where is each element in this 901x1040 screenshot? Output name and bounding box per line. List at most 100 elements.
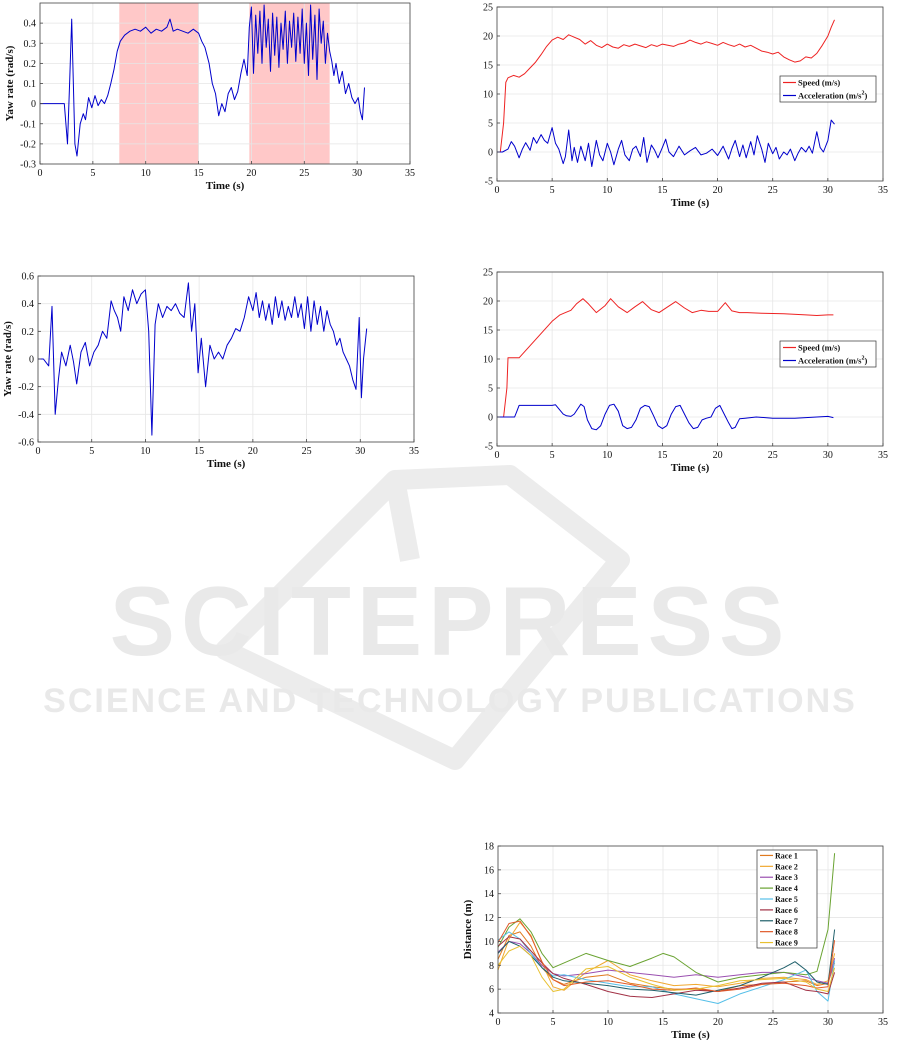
- y-tick-label: 0.6: [22, 272, 35, 283]
- y-tick-label: 0.1: [24, 79, 37, 90]
- legend-label: Race 7: [775, 917, 798, 926]
- x-tick-label: 35: [878, 185, 888, 196]
- legend-label: Race 6: [775, 906, 798, 915]
- y-tick-label: 12: [484, 913, 494, 924]
- x-tick-label: 15: [194, 446, 204, 457]
- y-tick-label: 20: [483, 32, 493, 43]
- y-tick-label: -0.3: [20, 160, 36, 171]
- x-tick-label: 35: [878, 450, 888, 461]
- series-line-acceleration-m-s-: [497, 119, 835, 167]
- legend-label: Race 5: [775, 895, 798, 904]
- x-tick-label: 30: [823, 450, 833, 461]
- x-tick-label: 25: [768, 185, 778, 196]
- x-tick-label: 30: [355, 446, 365, 457]
- y-tick-label: 0: [31, 99, 36, 110]
- x-tick-label: 25: [302, 446, 312, 457]
- y-tick-label: -0.2: [20, 139, 36, 150]
- x-tick-label: 5: [551, 1017, 556, 1028]
- y-tick-label: 25: [483, 3, 493, 14]
- x-tick-label: 0: [38, 168, 43, 179]
- legend-label: Speed (m/s): [798, 343, 840, 353]
- x-tick-label: 10: [603, 1017, 613, 1028]
- x-tick-label: 10: [141, 168, 151, 179]
- y-tick-label: 15: [483, 326, 493, 337]
- legend-label: Acceleration (m/s2): [798, 356, 868, 366]
- y-tick-label: 6: [489, 985, 494, 996]
- y-tick-label: 10: [483, 355, 493, 366]
- y-tick-label: 18: [484, 842, 494, 853]
- y-tick-label: 0.2: [22, 327, 35, 338]
- x-tick-label: 30: [823, 185, 833, 196]
- x-tick-label: 25: [768, 1017, 778, 1028]
- x-tick-label: 25: [768, 450, 778, 461]
- x-tick-label: 20: [713, 1017, 723, 1028]
- x-tick-label: 5: [550, 185, 555, 196]
- y-tick-label: 0: [488, 413, 493, 424]
- legend-label: Acceleration (m/s2): [798, 91, 868, 101]
- series-line-race-7: [497, 929, 836, 996]
- y-tick-label: 0.4: [24, 19, 37, 30]
- y-tick-label: 10: [484, 937, 494, 948]
- x-tick-label: 0: [36, 446, 41, 457]
- x-tick-label: 10: [602, 185, 612, 196]
- legend: Speed (m/s) Acceleration (m/s2): [779, 75, 877, 103]
- y-axis-label: Distance (m): [462, 899, 474, 959]
- y-tick-label: 25: [483, 268, 493, 279]
- series-line-race-4: [497, 853, 836, 983]
- x-tick-label: 30: [823, 1017, 833, 1028]
- y-tick-label: 0.3: [24, 39, 37, 50]
- x-tick-label: 20: [713, 450, 723, 461]
- x-tick-label: 15: [657, 185, 667, 196]
- series-line-race-8: [497, 920, 836, 992]
- x-axis-label: Time (s): [207, 458, 246, 470]
- x-tick-label: 35: [878, 1017, 888, 1028]
- legend-box: [779, 340, 877, 368]
- y-tick-label: 14: [484, 889, 494, 900]
- series-line-speed-m-s-: [497, 19, 835, 153]
- x-tick-label: 20: [713, 185, 723, 196]
- legend: Speed (m/s) Acceleration (m/s2): [779, 340, 877, 368]
- y-tick-label: 15: [483, 61, 493, 72]
- y-axis-label: Yaw rate (rad/s): [4, 45, 16, 121]
- y-tick-label: -0.4: [18, 410, 34, 421]
- x-tick-label: 0: [496, 1017, 501, 1028]
- x-tick-label: 35: [409, 446, 419, 457]
- x-tick-label: 10: [140, 446, 150, 457]
- x-axis-label: Time (s): [671, 1029, 710, 1040]
- x-tick-label: 20: [248, 446, 258, 457]
- series-line: [38, 282, 368, 436]
- y-tick-label: 10: [483, 90, 493, 101]
- legend-label: Race 1: [775, 851, 798, 860]
- legend-label: Race 9: [775, 939, 798, 948]
- x-axis-label: Time (s): [671, 197, 710, 209]
- x-tick-label: 5: [550, 450, 555, 461]
- x-axis-label: Time (s): [671, 462, 710, 474]
- x-axis-label: Time (s): [206, 180, 245, 192]
- y-tick-label: 5: [488, 384, 493, 395]
- axes-frame: [497, 845, 884, 1014]
- y-tick-label: 4: [489, 1009, 494, 1020]
- series-line-speed-m-s-: [497, 298, 834, 418]
- legend-box: [779, 75, 877, 103]
- y-tick-label: -5: [485, 177, 493, 188]
- legend-label: Speed (m/s): [798, 78, 840, 88]
- series-line-acceleration-m-s-: [497, 403, 834, 431]
- y-tick-label: 0: [488, 148, 493, 159]
- series-line-race-5: [497, 931, 836, 1004]
- x-tick-label: 30: [352, 168, 362, 179]
- legend-label: Race 8: [775, 928, 798, 937]
- y-tick-label: 5: [488, 119, 493, 130]
- y-tick-label: 20: [483, 297, 493, 308]
- y-tick-label: 16: [484, 865, 494, 876]
- y-tick-label: 0: [29, 355, 34, 366]
- x-tick-label: 5: [90, 168, 95, 179]
- x-tick-label: 5: [89, 446, 94, 457]
- x-tick-label: 15: [657, 450, 667, 461]
- x-tick-label: 20: [246, 168, 256, 179]
- y-tick-label: -0.2: [18, 382, 34, 393]
- x-tick-label: 0: [495, 450, 500, 461]
- legend-label: Race 4: [775, 884, 798, 893]
